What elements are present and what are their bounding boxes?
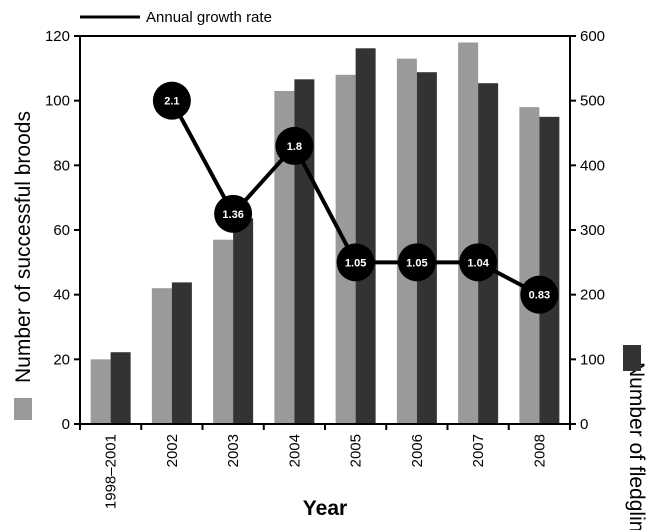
y-left-tick-label: 100 [45, 93, 70, 110]
bar-broods [519, 107, 540, 424]
labels-group: Year Number of successful broods Number of… [12, 9, 648, 530]
growth-rate-point [520, 275, 559, 314]
growth-rate-point-label: 2.1 [164, 96, 179, 108]
legend-swatch-fledglings [623, 345, 641, 371]
growth-rate-point-label: 1.36 [222, 209, 243, 221]
growth-line-group: 2.1 1.36 1.8 1.05 1.05 1.04 0.83 [152, 81, 559, 314]
y-right-tick-label: 0 [580, 416, 588, 433]
x-tick-label: 2007 [470, 434, 487, 467]
x-tick-label: 2006 [409, 434, 426, 467]
bar-broods [458, 42, 479, 424]
x-tick-label: 2002 [164, 434, 181, 467]
bar-broods [213, 239, 234, 424]
growth-rate-point-label: 1.05 [345, 257, 366, 269]
x-tick-label: 2008 [531, 434, 548, 467]
bar-broods [274, 90, 295, 424]
y-left-tick-label: 0 [62, 416, 70, 433]
growth-rate-point [336, 243, 375, 282]
growth-rate-point [152, 81, 191, 120]
y-right-tick-label: 400 [580, 157, 605, 174]
y-right-tick-label: 200 [580, 287, 605, 304]
y-left-tick-label: 80 [53, 157, 70, 174]
y-right-axis-title: Number of fledglings [625, 362, 648, 530]
bar-fledglings [355, 48, 376, 424]
growth-rate-point [397, 243, 436, 282]
bar-fledglings [233, 218, 254, 424]
legend-label-growth: Annual growth rate [146, 9, 272, 26]
growth-rate-point [214, 194, 253, 233]
x-tick-label: 1998–2001 [103, 434, 120, 509]
y-right-tick-label: 600 [580, 28, 605, 45]
y-left-tick-label: 40 [53, 287, 70, 304]
y-right-tick-label: 300 [580, 222, 605, 239]
bar-fledglings [294, 79, 315, 425]
bar-broods [396, 58, 417, 425]
growth-rate-point-label: 1.04 [467, 257, 489, 269]
bar-fledglings [110, 352, 131, 424]
bar-fledglings [539, 116, 560, 424]
x-tick-label: 2004 [286, 434, 303, 467]
y-left-tick-label: 120 [45, 28, 70, 45]
y-left-tick-label: 20 [53, 351, 70, 368]
bar-broods [151, 288, 172, 424]
x-tick-label: 2003 [225, 434, 242, 467]
x-tick-label: 2005 [348, 434, 365, 467]
growth-rate-point-label: 0.83 [529, 290, 550, 302]
growth-rate-point [459, 243, 498, 282]
bar-broods [90, 359, 111, 424]
y-right-tick-label: 500 [580, 93, 605, 110]
x-axis-title: Year [303, 497, 347, 520]
y-left-tick-label: 60 [53, 222, 70, 239]
growth-rate-point-label: 1.05 [406, 257, 427, 269]
growth-rate-point [275, 126, 314, 165]
y-right-tick-label: 100 [580, 351, 605, 368]
growth-rate-point-label: 1.8 [287, 141, 302, 153]
bar-fledglings [171, 282, 192, 424]
axes-group: 0 20 40 60 80 100 120 0 100 200 300 400 500 600 1998–2… [45, 28, 605, 509]
legend-swatch-broods [14, 398, 32, 420]
y-left-axis-title: Number of successful broods [12, 111, 35, 383]
